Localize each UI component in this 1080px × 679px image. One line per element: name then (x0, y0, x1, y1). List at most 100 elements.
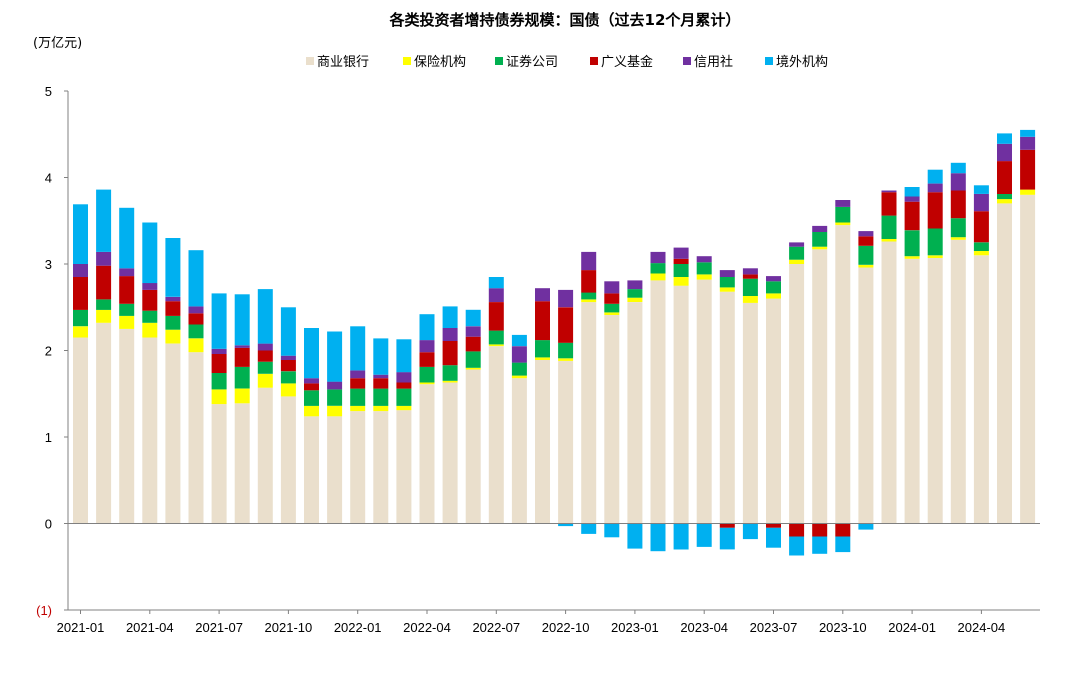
bar-segment (696, 256, 712, 263)
bar-segment (835, 206, 851, 223)
bar-segment (442, 365, 458, 381)
bar-segment (73, 326, 88, 338)
bar-segment (950, 173, 966, 191)
bar-segment (188, 250, 204, 307)
bar-segment (442, 341, 458, 366)
bar-segment (211, 293, 227, 349)
bar-segment (119, 276, 135, 304)
bar-segment (396, 339, 412, 373)
bar-segment (673, 523, 689, 550)
bar-segment (96, 299, 112, 310)
chart-title: 各类投资者增持债券规模：国债（过去12个月累计） (389, 11, 741, 29)
bar-segment (766, 281, 781, 294)
plot-area (73, 129, 1036, 556)
bar-segment (257, 361, 273, 374)
bar-segment (881, 192, 897, 216)
bar-segment (304, 328, 319, 379)
bar-segment (719, 523, 735, 528)
bar-segment (673, 277, 689, 286)
bar-segment (96, 251, 112, 266)
y-axis: 5 4 3 2 1 0 (1) (36, 84, 1040, 618)
bar-segment (1020, 194, 1036, 524)
bar-segment (234, 347, 250, 367)
bar-segment (257, 289, 273, 344)
bar-segment (881, 215, 897, 239)
legend-swatch (765, 57, 773, 65)
bar-segment (812, 249, 828, 524)
bar-segment (789, 246, 805, 260)
bar-segment (234, 345, 250, 348)
bar-segment (604, 303, 620, 313)
x-tick-label: 2023-10 (819, 620, 867, 635)
bar-segment (927, 257, 943, 524)
bar-segment (535, 301, 550, 341)
bar-segment (673, 258, 689, 264)
bar-segment (396, 372, 412, 383)
bar-segment (789, 523, 805, 537)
bar-segment (119, 268, 135, 277)
unit-label: (万亿元) (33, 36, 82, 51)
bar-segment (442, 328, 458, 341)
bar-segment (604, 315, 620, 524)
bar-segment (950, 237, 966, 240)
bar-segment (142, 283, 158, 290)
y-tick-label: 1 (45, 430, 52, 445)
bar-segment (835, 523, 851, 537)
bar-segment (973, 193, 989, 212)
bar-segment (581, 302, 597, 524)
bar-segment (766, 276, 781, 282)
bar-segment (327, 416, 343, 524)
bar-segment (766, 527, 781, 548)
bar-segment (350, 388, 366, 406)
bar-segment (673, 247, 689, 259)
bar-segment (350, 326, 366, 371)
bar-segment (280, 355, 296, 360)
bar-segment (650, 263, 666, 274)
bar-segment (511, 334, 527, 347)
bar-segment (257, 373, 273, 388)
bar-segment (465, 367, 481, 370)
bar-segment (627, 523, 643, 549)
bar-segment (904, 196, 920, 202)
bar-segment (280, 371, 296, 384)
bar-segment (465, 309, 481, 327)
bar-segment (396, 388, 412, 406)
bar-segment (927, 228, 943, 256)
bar-segment (650, 251, 666, 264)
legend-label: 证券公司 (506, 54, 558, 70)
y-tick-label: 3 (45, 257, 52, 272)
bar-segment (604, 293, 620, 304)
legend-label: 信用社 (694, 54, 733, 70)
bar-segment (257, 387, 273, 524)
bar-segment (789, 259, 805, 264)
bar-segment (904, 230, 920, 257)
bar-segment (950, 218, 966, 238)
bar-segment (142, 289, 158, 311)
bar-segment (73, 204, 88, 264)
bar-segment (280, 360, 296, 372)
bar-segment (350, 378, 366, 389)
bar-segment (511, 346, 527, 363)
x-tick-label: 2021-01 (57, 620, 105, 635)
bar-segment (396, 405, 412, 411)
bar-segment (581, 292, 597, 300)
bar-segment (280, 307, 296, 356)
x-tick-label: 2022-07 (472, 620, 520, 635)
bar-segment (881, 190, 897, 193)
bar-segment (488, 288, 504, 302)
bar-segment (973, 185, 989, 194)
bar-segment (789, 264, 805, 524)
x-tick-label: 2022-01 (334, 620, 382, 635)
bar-segment (742, 278, 758, 296)
bar-segment (604, 523, 620, 538)
bar-segment (973, 255, 989, 524)
bar-segment (373, 388, 389, 406)
bar-segment (812, 225, 828, 232)
bar-segment (835, 225, 851, 524)
legend-label: 商业银行 (317, 55, 369, 70)
x-tick-label: 2022-04 (403, 620, 451, 635)
bar-segment (835, 536, 851, 553)
bar-segment (997, 161, 1012, 194)
bar-segment (373, 378, 389, 389)
bar-segment (558, 289, 574, 308)
